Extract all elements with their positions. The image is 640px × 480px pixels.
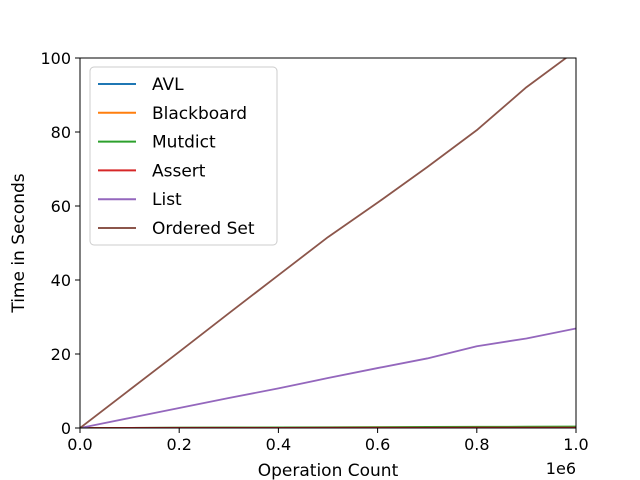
x-tick-label: 0.2 [166,435,191,454]
legend-label: List [152,190,182,210]
x-axis-label: Operation Count [258,461,399,480]
legend-box [89,66,278,246]
legend-label: Assert [152,161,206,181]
plot-frame [79,57,577,429]
x-tick-label: 1.0 [563,435,588,454]
x-tick-label: 0.4 [266,435,291,454]
x-tick-label: 0.0 [67,435,92,454]
series-line-ordered-set [80,58,568,428]
legend-label: Ordered Set [152,219,255,239]
y-axis-label: Time in Seconds [9,173,29,313]
y-tick-label: 20 [51,345,71,364]
x-offset-label: 1e6 [546,459,576,478]
y-tick-label: 100 [40,49,71,68]
y-tick-label: 0 [61,419,71,438]
x-tick-label: 0.8 [464,435,489,454]
legend-label: Mutdict [152,133,216,153]
series-line-list [80,327,576,428]
legend: AVL Blackboard Mutdict Assert List Ordered Se… [89,66,278,246]
y-tick-label: 40 [51,271,71,290]
y-tick-label: 60 [51,197,71,216]
y-tick-label: 80 [51,123,71,142]
legend-label: AVL [152,75,184,95]
x-tick-label: 0.6 [365,435,390,454]
legend-label: Blackboard [152,104,247,124]
